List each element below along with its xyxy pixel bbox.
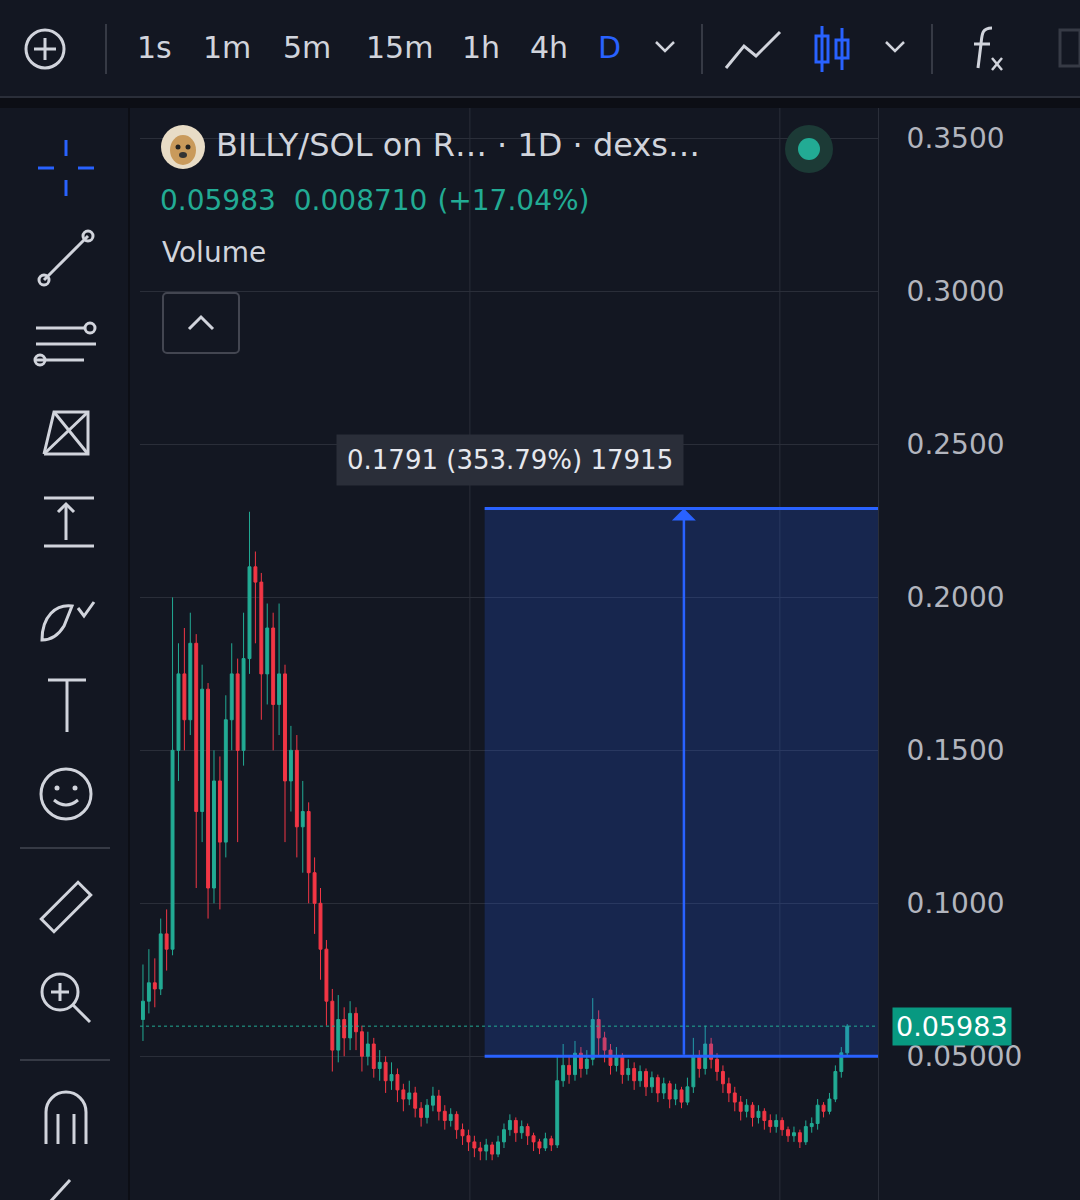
html-text:1h: 1h <box>462 30 501 65</box>
html-text:5m: 5m <box>283 30 332 65</box>
svg-text:0.2000: 0.2000 <box>907 581 1005 614</box>
html-text:1m: 1m <box>203 30 252 65</box>
svg-text:0.1791 (353.79%) 17915: 0.1791 (353.79%) 17915 <box>347 445 673 475</box>
html-text:D: D <box>598 30 622 65</box>
svg-text:0.1000: 0.1000 <box>907 887 1005 920</box>
html-text:15m: 15m <box>366 30 434 65</box>
html-text:0.008710 (+17.04%): 0.008710 (+17.04%) <box>293 184 590 217</box>
svg-text:0.05983: 0.05983 <box>896 1011 1008 1042</box>
svg-text:0.3500: 0.3500 <box>907 122 1005 155</box>
html-text:BILLY/SOL on R… · 1D · dexs…: BILLY/SOL on R… · 1D · dexs… <box>216 126 700 164</box>
html-text:Volume: Volume <box>162 236 267 269</box>
html-text:0.05983: 0.05983 <box>160 184 276 217</box>
svg-text:0.3000: 0.3000 <box>907 275 1005 308</box>
html-text:4h: 4h <box>530 30 569 65</box>
html-text:1s: 1s <box>137 30 172 65</box>
svg-text:0.1500: 0.1500 <box>907 734 1005 767</box>
svg-text:0.05000: 0.05000 <box>907 1040 1023 1073</box>
svg-text:0.2500: 0.2500 <box>907 428 1005 461</box>
